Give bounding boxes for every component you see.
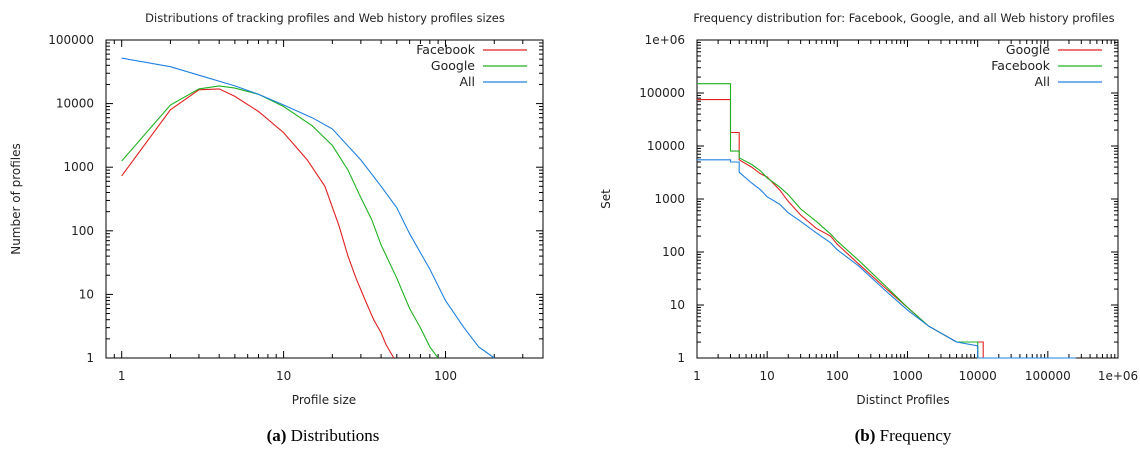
y-tick-label: 1e+06 bbox=[645, 33, 685, 47]
chart-a-caption-label: (a) bbox=[267, 426, 287, 445]
x-tick-label: 1 bbox=[118, 369, 126, 383]
y-tick-label: 10 bbox=[670, 298, 685, 312]
chart-b-title: Frequency distribution for: Facebook, Go… bbox=[693, 11, 1114, 25]
x-tick-label: 10000 bbox=[959, 369, 997, 383]
x-tick-label: 10 bbox=[276, 369, 291, 383]
series-line-facebook bbox=[121, 88, 395, 359]
legend-label-facebook: Facebook bbox=[416, 42, 475, 57]
series-line-google bbox=[121, 85, 439, 359]
chart-distributions: Distributions of tracking profiles and W… bbox=[9, 11, 544, 445]
x-tick-label: 100 bbox=[826, 369, 849, 383]
series-line-google bbox=[697, 99, 1076, 359]
x-tick-label: 100 bbox=[434, 369, 457, 383]
y-tick-label: 100 bbox=[71, 224, 94, 238]
legend-label-google: Google bbox=[431, 58, 475, 73]
y-tick-label: 1 bbox=[86, 351, 94, 365]
y-tick-label: 1 bbox=[677, 351, 685, 365]
chart-b-xlabel: Distinct Profiles bbox=[856, 393, 949, 407]
x-tick-label: 1000 bbox=[892, 369, 923, 383]
x-tick-label: 1e+06 bbox=[1098, 369, 1138, 383]
chart-a-xlabel: Profile size bbox=[292, 393, 356, 407]
chart-a-caption-text: Distributions bbox=[291, 426, 380, 445]
legend-label-all: All bbox=[460, 74, 476, 89]
series-line-facebook bbox=[697, 83, 979, 358]
y-tick-label: 10000 bbox=[647, 139, 685, 153]
y-tick-label: 1000 bbox=[654, 192, 685, 206]
y-tick-label: 1000 bbox=[63, 160, 94, 174]
series-line-all bbox=[121, 57, 495, 359]
y-tick-label: 100 bbox=[662, 245, 685, 259]
y-tick-label: 100000 bbox=[639, 86, 685, 100]
x-tick-label: 1 bbox=[693, 369, 701, 383]
y-tick-label: 10000 bbox=[56, 97, 94, 111]
y-tick-label: 10 bbox=[79, 287, 94, 301]
chart-a-caption: (a) Distributions bbox=[267, 426, 380, 445]
legend-label-all: All bbox=[1035, 74, 1051, 89]
chart-b-caption-label: (b) bbox=[855, 426, 876, 445]
legend-label-google: Google bbox=[1006, 42, 1050, 57]
chart-b-ylabel: Set bbox=[599, 189, 613, 209]
chart-a-plot-frame bbox=[105, 39, 544, 359]
chart-b-caption-text: Frequency bbox=[880, 426, 952, 445]
chart-b-caption: (b) Frequency bbox=[855, 426, 952, 445]
chart-frequency: Frequency distribution for: Facebook, Go… bbox=[599, 11, 1138, 445]
y-tick-label: 100000 bbox=[48, 33, 94, 47]
chart-a-ylabel: Number of profiles bbox=[9, 143, 23, 255]
series-line-all bbox=[697, 159, 1076, 359]
x-tick-label: 10 bbox=[760, 369, 775, 383]
chart-a-title: Distributions of tracking profiles and W… bbox=[145, 11, 505, 25]
x-tick-label: 100000 bbox=[1025, 369, 1071, 383]
legend-label-facebook: Facebook bbox=[991, 58, 1050, 73]
